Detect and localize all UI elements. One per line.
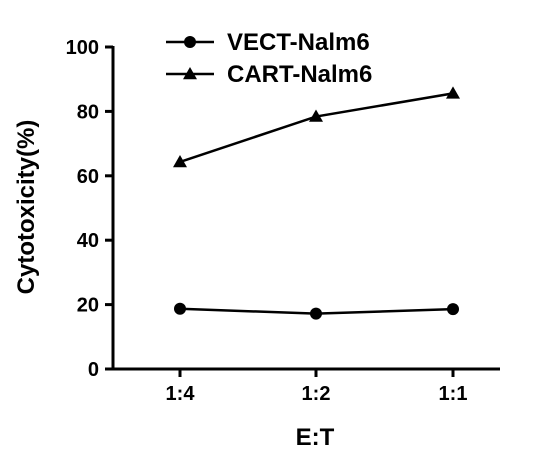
data-point [310,307,322,320]
data-point [174,302,186,315]
data-point [447,303,459,316]
legend-marker [184,36,196,48]
legend-label: VECT-Nalm6 [227,29,370,56]
y-tick-label: 100 [66,37,99,59]
legend: VECT-Nalm6 CART-Nalm6 [166,29,372,88]
x-tick-label: 1:1 [439,383,468,405]
series-layer [173,86,460,320]
x-axis-title: E:T [296,424,335,451]
legend-entry-0: VECT-Nalm6 [166,29,370,56]
legend-marker [183,67,197,80]
y-tick-label: 0 [88,359,99,381]
y-axis-title: Cytotoxicity(%) [13,120,40,295]
series-1 [173,86,460,168]
data-point [173,154,187,168]
series-0 [174,302,459,320]
legend-entry-1: CART-Nalm6 [166,61,372,88]
x-tick-label: 1:2 [302,383,331,405]
legend-label: CART-Nalm6 [227,61,372,88]
y-tick-label: 80 [77,101,99,123]
data-point [309,109,323,122]
x-tick-label: 1:4 [166,383,196,405]
y-tick-label: 60 [77,166,99,188]
data-point [446,86,460,99]
series-line [179,92,454,164]
y-tick-label: 40 [77,230,99,252]
axes: 0 20 40 60 80 100 1:4 1:2 1:1 [66,37,500,405]
y-tick-label: 20 [77,295,99,317]
